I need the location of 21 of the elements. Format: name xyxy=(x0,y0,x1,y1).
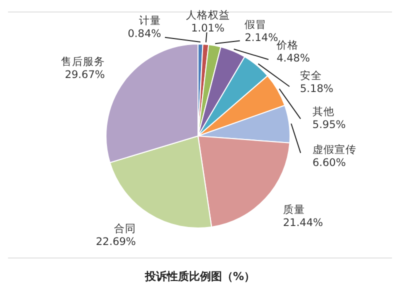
slice-label: 计量 xyxy=(139,14,162,28)
data-label: 1.01% xyxy=(191,22,224,34)
slice-label: 价格 xyxy=(276,40,299,52)
data-label: 0.84% xyxy=(128,28,162,40)
data-label: 2.14% xyxy=(244,32,278,44)
slice-label: 虚假宣传 xyxy=(312,142,356,156)
slice-label: 人格权益 xyxy=(186,9,230,22)
slice-label: 安全 xyxy=(300,68,322,82)
data-label: 5.18% xyxy=(300,82,334,95)
data-label: 21.44% xyxy=(282,216,324,229)
slice-label: 售后服务 xyxy=(60,54,105,68)
data-label: 6.60% xyxy=(312,156,346,169)
data-label: 22.69% xyxy=(96,236,136,248)
slice-label: 质量 xyxy=(282,202,305,216)
slice-label: 其他 xyxy=(312,104,334,118)
slice-label: 假冒 xyxy=(244,18,267,31)
data-label: 29.67% xyxy=(64,68,105,81)
text: 投诉性质比例图（%） xyxy=(144,270,256,283)
slice-label: 合同 xyxy=(114,222,136,235)
data-label: 5.95% xyxy=(312,118,346,131)
data-label: 4.48% xyxy=(276,52,310,65)
